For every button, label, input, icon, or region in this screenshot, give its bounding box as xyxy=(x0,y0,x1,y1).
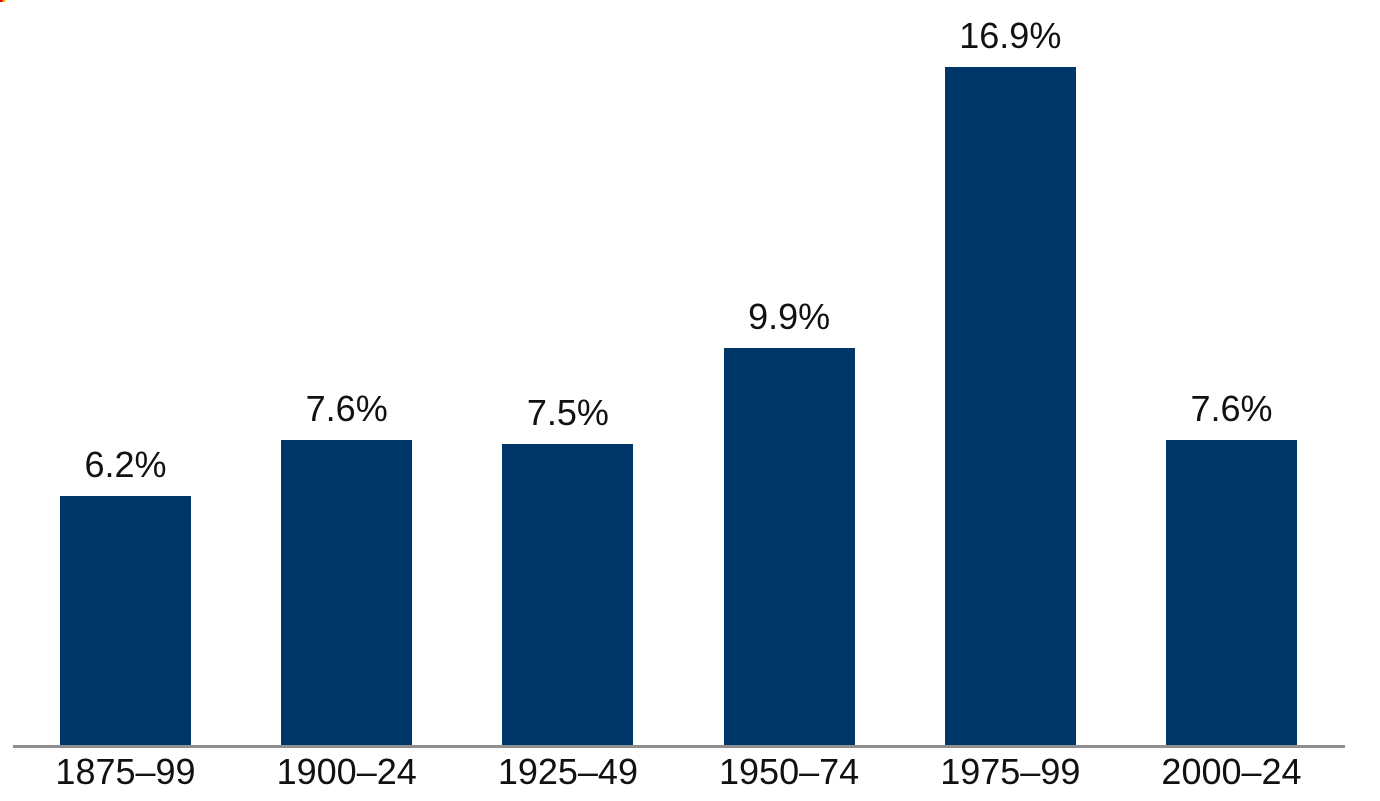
x-tick-label: 1875–99 xyxy=(55,751,196,792)
bar-value-label: 7.6% xyxy=(305,387,388,429)
bar-value-label: 7.6% xyxy=(1190,387,1273,429)
bar xyxy=(1166,440,1297,745)
bar-value-label: 9.9% xyxy=(748,295,831,337)
bar-group: 7.5% xyxy=(502,391,634,745)
x-axis-line xyxy=(13,745,1345,748)
x-tick-label: 1925–49 xyxy=(497,751,638,792)
bar xyxy=(723,347,855,745)
bar-group: 16.9% xyxy=(944,14,1076,745)
bar-value-label: 6.2% xyxy=(84,444,167,486)
bar xyxy=(502,444,634,745)
bar-value-label: 7.5% xyxy=(526,391,609,433)
bar xyxy=(60,496,191,745)
bar-group: 9.9% xyxy=(723,295,855,745)
bar xyxy=(944,67,1076,745)
corner-logo-fragment xyxy=(0,0,5,2)
x-tick-label: 2000–24 xyxy=(1161,751,1302,792)
bar-group: 7.6% xyxy=(281,387,413,745)
bar xyxy=(281,440,413,745)
bar-value-label: 16.9% xyxy=(959,14,1062,56)
bar-group: 6.2% xyxy=(60,443,191,745)
bar-group: 7.6% xyxy=(1166,387,1297,745)
x-tick-label: 1975–99 xyxy=(940,751,1081,792)
x-tick-label: 1900–24 xyxy=(276,751,417,792)
x-tick-label: 1950–74 xyxy=(719,751,860,792)
